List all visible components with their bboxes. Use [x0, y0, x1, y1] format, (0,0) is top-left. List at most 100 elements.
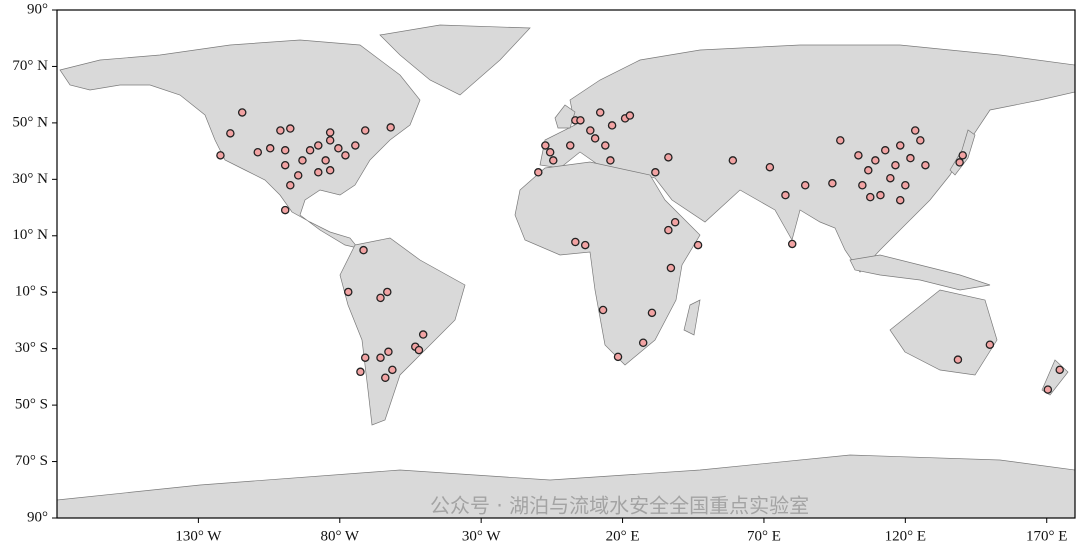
site-point: [383, 287, 392, 297]
site-point: [955, 158, 964, 167]
site-point: [351, 141, 360, 150]
y-tick-label: 50° N: [12, 114, 48, 130]
x-tick-label: 130° W: [175, 528, 222, 544]
site-point: [359, 245, 368, 255]
y-tick-label: 90°: [27, 509, 48, 525]
site-point: [836, 136, 845, 145]
site-point: [325, 136, 335, 145]
site-point: [607, 121, 617, 130]
site-point: [280, 146, 290, 155]
x-tick-label: 70° E: [747, 528, 781, 544]
site-point: [864, 166, 873, 175]
site-point: [545, 147, 555, 157]
site-point: [664, 153, 673, 162]
site-point: [985, 340, 995, 349]
site-point: [828, 179, 837, 188]
site-point: [360, 353, 370, 362]
site-point: [854, 151, 863, 160]
site-point: [625, 111, 635, 120]
site-point: [858, 181, 867, 190]
y-tick-label: 30° N: [12, 171, 48, 187]
site-point: [216, 151, 225, 160]
site-point: [237, 108, 247, 117]
site-point: [1055, 365, 1064, 375]
site-point: [381, 373, 390, 382]
site-point: [418, 330, 428, 339]
x-tick-label: 30° W: [462, 528, 501, 544]
site-point: [881, 146, 890, 155]
site-point: [341, 151, 350, 160]
site-point: [321, 156, 330, 165]
points: [216, 108, 1064, 394]
site-point: [638, 338, 648, 347]
site-point: [876, 190, 885, 200]
site-point: [576, 116, 585, 125]
site-point: [376, 293, 385, 303]
site-point: [265, 144, 275, 153]
site-point: [781, 190, 790, 200]
site-point: [226, 129, 235, 138]
site-point: [921, 160, 930, 170]
watermark: 公众号 · 湖泊与流域水安全全国重点实验室: [430, 494, 809, 518]
site-point: [360, 126, 370, 135]
site-point: [571, 237, 580, 247]
site-point: [344, 287, 353, 297]
site-point: [664, 225, 673, 235]
site-point: [693, 240, 703, 250]
site-point: [376, 353, 385, 362]
site-point: [651, 168, 660, 177]
south-america: [339, 237, 466, 426]
site-point: [595, 108, 605, 117]
site-point: [895, 141, 905, 150]
site-point: [916, 136, 925, 145]
site-point: [565, 141, 575, 150]
indonesia: [849, 254, 991, 291]
site-point: [280, 205, 290, 215]
site-point: [895, 195, 905, 205]
site-point: [866, 192, 875, 202]
site-point: [534, 168, 543, 177]
site-point: [728, 156, 738, 165]
site-point: [386, 123, 395, 132]
site-point: [901, 181, 910, 190]
site-point: [647, 308, 657, 318]
site-point: [276, 126, 285, 135]
madagascar: [683, 299, 701, 336]
site-point: [541, 141, 550, 150]
x-tick-label: 20° E: [606, 528, 640, 544]
site-point: [958, 151, 967, 160]
site-point: [334, 144, 343, 153]
site-point: [384, 347, 393, 357]
site-point: [356, 367, 365, 377]
x-tick-label: 170° E: [1026, 528, 1067, 544]
y-tick-label: 70° S: [15, 453, 48, 469]
site-point: [886, 173, 895, 183]
site-point: [601, 141, 610, 150]
site-point: [606, 156, 615, 165]
site-point: [765, 162, 775, 172]
site-point: [388, 365, 397, 375]
site-point: [314, 168, 323, 177]
site-point: [414, 345, 424, 355]
site-point: [325, 128, 335, 137]
site-point: [305, 146, 315, 155]
australia: [889, 289, 998, 376]
site-point: [910, 126, 920, 135]
y-tick-label: 10° N: [12, 227, 48, 243]
site-point: [293, 171, 303, 180]
site-point: [298, 156, 307, 165]
site-point: [286, 124, 295, 133]
map-frame: [56, 9, 1076, 519]
y-tick-label: 30° S: [15, 340, 48, 356]
site-point: [1043, 385, 1053, 394]
site-point: [549, 156, 558, 165]
x-tick-label: 120° E: [885, 528, 926, 544]
site-point: [871, 156, 880, 165]
site-point: [280, 160, 290, 170]
x-tick-label: 80° W: [320, 528, 359, 544]
north-america: [59, 39, 421, 249]
site-point: [787, 239, 797, 249]
site-point: [670, 217, 680, 227]
site-point: [590, 134, 600, 143]
site-point: [253, 147, 263, 157]
